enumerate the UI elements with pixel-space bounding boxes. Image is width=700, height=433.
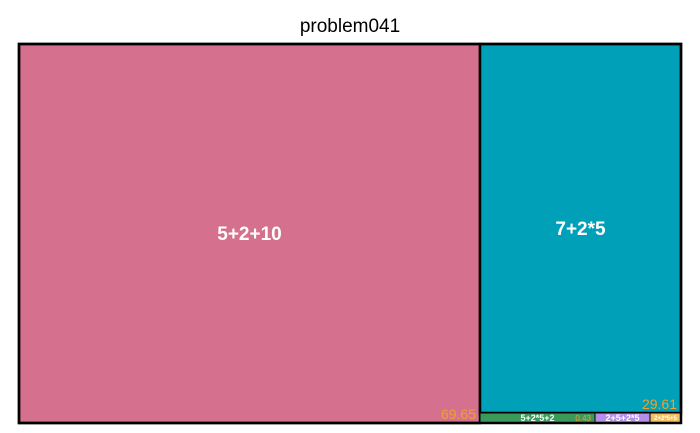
tile-label-e: 2+2*5+5 <box>654 416 677 422</box>
tile-label-a: 5+2+10 <box>217 224 281 245</box>
tile-value-a: 69.65 <box>441 406 476 422</box>
tile-label-c: 5+2*5+2 <box>520 413 554 423</box>
treemap-border <box>17 42 683 425</box>
tile-value-c: 0.43 <box>575 414 591 423</box>
tile-value-b: 29.61 <box>642 396 677 412</box>
tile-label-b: 7+2*5 <box>555 219 606 240</box>
chart-title: problem041 <box>299 16 401 37</box>
tile-label-d: 2+5+2*5 <box>605 413 639 423</box>
